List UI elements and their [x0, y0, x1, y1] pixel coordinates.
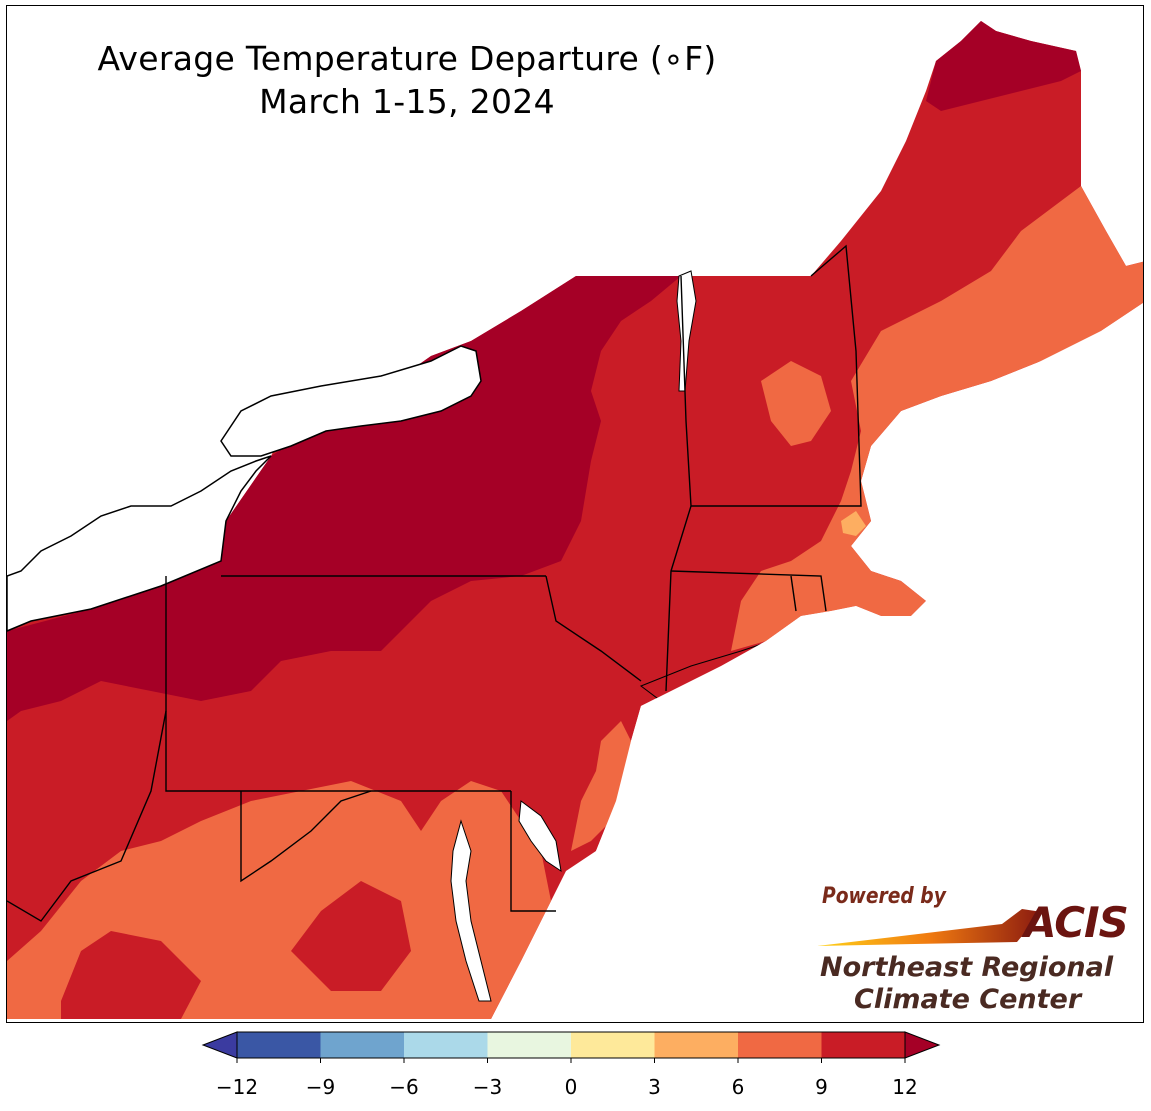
map-title-line1: Average Temperature Departure (∘F): [97, 39, 717, 78]
map-title-line2: March 1-15, 2024: [259, 82, 555, 121]
temperature-departure-map: [7, 21, 1143, 1022]
acis-text: ACIS: [1024, 898, 1129, 947]
colorbar-segment: [571, 1032, 655, 1058]
map-frame: Average Temperature Departure (∘F) March…: [6, 5, 1144, 1023]
colorbar-segment: [487, 1032, 571, 1058]
lake-erie: [7, 455, 272, 632]
acis-nrcc-logo: Powered by ACIS Northeast Regional Clima…: [812, 884, 1142, 1019]
zone-6to9-nj: [571, 721, 631, 851]
colorbar-segment: [404, 1032, 488, 1058]
powered-by-text: Powered by: [822, 884, 946, 909]
colorbar-tick-label: 12: [892, 1075, 918, 1099]
colorbar-tick-label: −9: [305, 1075, 336, 1099]
zone-6to9-maine: [731, 186, 1143, 651]
lake-ontario: [220, 345, 482, 457]
colorbar-segment: [654, 1032, 738, 1058]
colorbar-tick-label: 3: [648, 1075, 661, 1099]
zone-9to12-south-pocket: [61, 931, 201, 1019]
colorbar-tick-label: 6: [731, 1075, 745, 1099]
zone-12plus-west: [7, 276, 681, 721]
colorbar-segment: [237, 1032, 321, 1058]
colorbar-tick-labels: −12 −9 −6 −3 0 3 6 9 12: [0, 1075, 1151, 1105]
colorbar-tick-label: −12: [215, 1075, 259, 1099]
colorbar-tick-label: −3: [472, 1075, 503, 1099]
atlantic-ocean: [556, 303, 1143, 1022]
chesapeake-bay: [450, 819, 492, 1002]
org-name-line1: Northeast Regional: [820, 952, 1114, 983]
zone-9to12-south-pocket2: [291, 881, 411, 991]
colorbar-tick-label: 9: [815, 1075, 828, 1099]
org-name-line2: Climate Center: [854, 984, 1082, 1015]
zone-6to9-nh: [761, 361, 831, 446]
colorbar-extend-high: [904, 1031, 941, 1059]
zone-3to6-boston: [841, 511, 866, 536]
colorbar-extend-low: [201, 1031, 238, 1059]
colorbar-segment: [320, 1032, 404, 1058]
colorbar-segment: [821, 1032, 905, 1058]
acis-swoosh-graphic: [817, 909, 1042, 946]
state-boundaries: [7, 244, 862, 922]
colorbar-tick-label: −6: [389, 1075, 419, 1099]
colorbar-tick-label: 0: [564, 1075, 578, 1099]
delaware-bay: [518, 800, 562, 873]
colorbar-segment: [738, 1032, 822, 1058]
zone-12plus-maine: [926, 21, 1081, 111]
colorbar: [201, 1031, 941, 1063]
